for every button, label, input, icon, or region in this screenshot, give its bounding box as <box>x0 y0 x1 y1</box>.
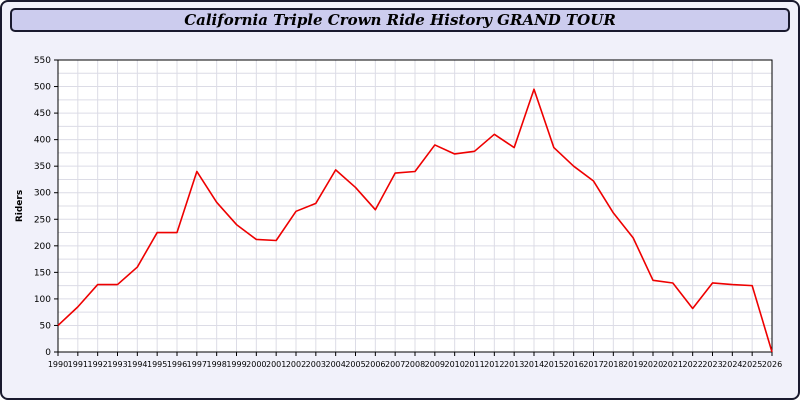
y-tick-label: 400 <box>34 136 51 146</box>
x-tick-label: 1994 <box>127 360 147 369</box>
x-tick-label: 2002 <box>286 360 306 369</box>
y-axis-label: Riders <box>15 190 25 222</box>
x-tick-label: 2026 <box>762 360 782 369</box>
y-tick-label: 0 <box>45 348 51 358</box>
x-tick-label: 2017 <box>583 360 603 369</box>
y-tick-label: 250 <box>34 215 51 225</box>
x-tick-label: 1998 <box>206 360 226 369</box>
x-tick-label: 2014 <box>524 360 544 369</box>
x-tick-label: 2023 <box>702 360 722 369</box>
x-tick-label: 2006 <box>365 360 385 369</box>
x-tick-label: 2008 <box>405 360 425 369</box>
x-tick-label: 2007 <box>385 360 405 369</box>
x-tick-label: 2013 <box>504 360 524 369</box>
x-tick-label: 1990 <box>48 360 68 369</box>
x-tick-label: 2011 <box>464 360 484 369</box>
x-tick-label: 2020 <box>643 360 663 369</box>
x-tick-label: 1997 <box>187 360 207 369</box>
y-tick-label: 200 <box>34 242 51 252</box>
x-tick-label: 1996 <box>167 360 187 369</box>
x-tick-label: 2005 <box>345 360 365 369</box>
x-tick-label: 2024 <box>722 360 742 369</box>
x-tick-label: 2004 <box>325 360 345 369</box>
x-tick-label: 1995 <box>147 360 167 369</box>
x-tick-label: 2025 <box>742 360 762 369</box>
x-tick-label: 2016 <box>563 360 583 369</box>
y-tick-label: 300 <box>34 189 51 199</box>
y-tick-label: 550 <box>34 56 51 66</box>
y-tick-label: 50 <box>40 321 52 331</box>
x-tick-label: 2012 <box>484 360 504 369</box>
x-tick-label: 2019 <box>623 360 643 369</box>
x-tick-label: 2001 <box>266 360 286 369</box>
y-tick-label: 500 <box>34 83 51 93</box>
x-tick-label: 2003 <box>306 360 326 369</box>
x-tick-label: 2009 <box>425 360 445 369</box>
chart-title: California Triple Crown Ride History GRA… <box>184 11 616 29</box>
x-tick-label: 1999 <box>226 360 246 369</box>
y-tick-label: 150 <box>34 268 51 278</box>
x-tick-label: 1992 <box>87 360 107 369</box>
y-tick-label: 350 <box>34 162 51 172</box>
x-tick-label: 1993 <box>107 360 127 369</box>
x-tick-label: 2018 <box>603 360 623 369</box>
y-tick-label: 450 <box>34 109 51 119</box>
x-tick-label: 2010 <box>444 360 464 369</box>
x-tick-label: 2015 <box>544 360 564 369</box>
chart-title-bar: California Triple Crown Ride History GRA… <box>10 8 790 32</box>
y-tick-label: 100 <box>34 295 51 305</box>
x-tick-label: 2022 <box>682 360 702 369</box>
x-tick-label: 2021 <box>663 360 683 369</box>
riders-series-line <box>57 88 773 353</box>
x-tick-label: 2000 <box>246 360 266 369</box>
x-tick-label: 1991 <box>68 360 88 369</box>
